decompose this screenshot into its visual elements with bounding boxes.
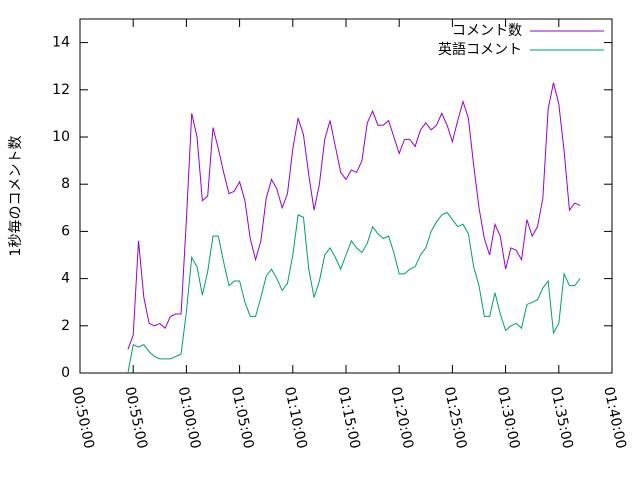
series-line (127, 82, 581, 350)
y-tick-label: 4 (61, 271, 70, 287)
legend-label: コメント数 (452, 23, 522, 39)
y-tick-label: 10 (52, 129, 70, 145)
series-line (127, 211, 581, 374)
y-tick-label: 12 (52, 82, 70, 98)
legend-label: 英語コメント (438, 41, 522, 58)
y-tick-label: 0 (61, 365, 70, 381)
y-tick-label: 8 (61, 176, 70, 192)
y-axis-label: 1秒毎のコメント数 (8, 136, 24, 257)
y-tick-label: 14 (52, 35, 70, 51)
plot-border (79, 18, 613, 374)
y-tick-label: 6 (61, 223, 70, 239)
y-tick-label: 2 (61, 318, 70, 334)
